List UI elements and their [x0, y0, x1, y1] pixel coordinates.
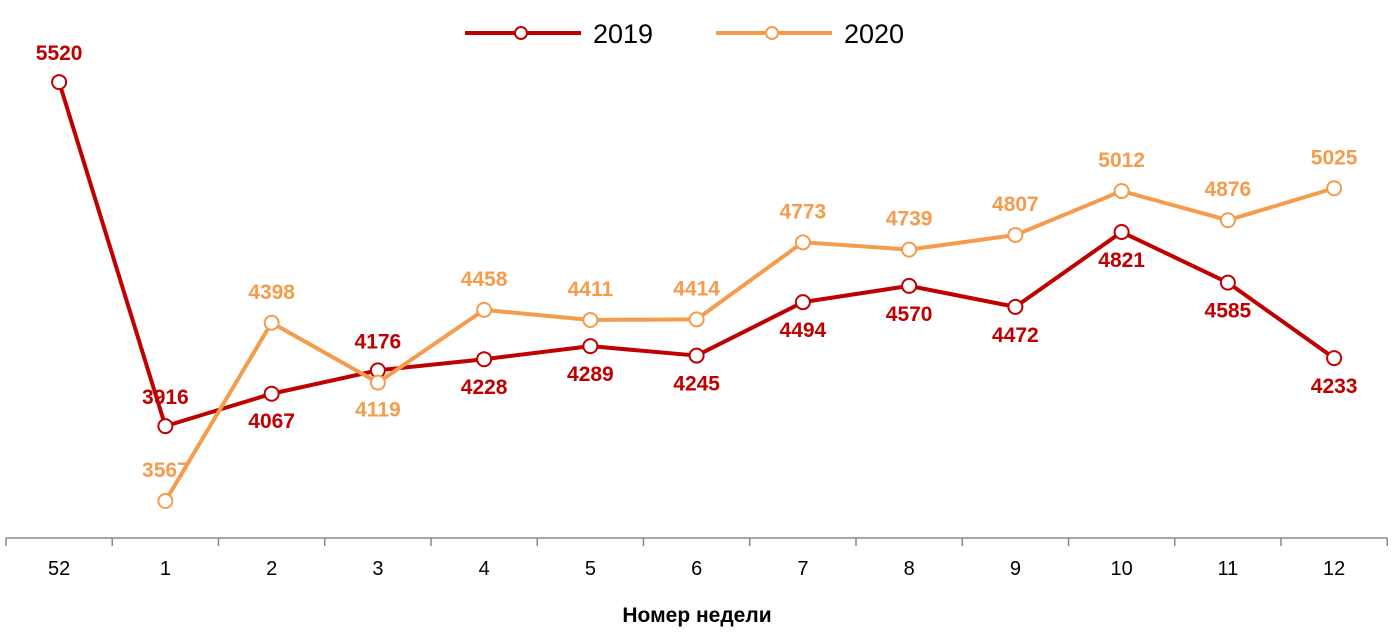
data-label: 4458	[461, 268, 508, 291]
x-tick-label: 8	[904, 558, 915, 580]
data-label: 4233	[1311, 375, 1358, 398]
data-point	[1219, 212, 1236, 229]
legend-item-2019: 2019	[465, 19, 653, 49]
data-point	[901, 241, 918, 258]
data-label: 4411	[568, 278, 614, 301]
data-point	[369, 374, 386, 391]
data-label: 5520	[36, 42, 83, 65]
data-point	[1007, 298, 1024, 315]
data-point	[476, 301, 493, 318]
data-point	[51, 74, 68, 91]
x-tick-label: 5	[585, 558, 596, 580]
data-label: 4289	[567, 363, 614, 386]
x-tick-label: 6	[691, 558, 702, 580]
data-label: 3916	[142, 386, 189, 409]
data-point	[263, 314, 280, 331]
x-tick-label: 4	[479, 558, 490, 580]
series-line	[163, 186, 1335, 503]
data-label: 4245	[673, 373, 720, 396]
data-point	[263, 385, 280, 402]
x-tick-label: 11	[1217, 558, 1238, 580]
data-label: 5012	[1098, 149, 1145, 172]
data-label: 4398	[248, 281, 295, 304]
data-label: 4773	[780, 200, 827, 223]
data-point	[1326, 350, 1343, 367]
x-tick-label: 12	[1323, 558, 1345, 580]
data-point	[688, 311, 705, 328]
legend-item-2020: 2020	[716, 19, 904, 49]
data-label: 5025	[1311, 146, 1358, 169]
data-point	[1113, 183, 1130, 200]
data-point	[794, 294, 811, 311]
data-point	[1007, 227, 1024, 244]
data-point	[157, 418, 174, 435]
data-label: 4472	[992, 324, 1039, 347]
data-label: 4876	[1205, 178, 1252, 201]
x-tick-label: 9	[1010, 558, 1021, 580]
series-2019: 5520 3916 4067 4176 4228 4289 4245 4494 4570 4472…	[36, 42, 1358, 435]
x-tick-label: 10	[1111, 558, 1133, 580]
data-point	[901, 277, 918, 294]
data-point	[1219, 274, 1236, 291]
data-label: 4585	[1205, 300, 1252, 323]
data-label: 4807	[992, 193, 1039, 216]
x-axis: 52 1 2 3 4 5 6 7 8 9 10 11 12	[5, 537, 1388, 580]
data-label: 4494	[780, 319, 827, 342]
legend: 2019 2020	[465, 19, 904, 49]
data-label: 4821	[1098, 249, 1145, 272]
data-point	[794, 234, 811, 251]
data-point	[582, 311, 599, 328]
data-point	[688, 347, 705, 364]
data-label: 3567	[142, 459, 189, 482]
x-tick-label: 52	[48, 558, 70, 580]
data-label: 4414	[673, 277, 720, 300]
x-tick-label: 2	[266, 558, 277, 580]
x-axis-label: Номер недели	[622, 604, 771, 627]
data-label: 4228	[461, 376, 508, 399]
data-point	[157, 493, 174, 509]
x-tick-label: 3	[372, 558, 383, 580]
legend-marker	[514, 26, 528, 40]
data-point	[476, 351, 493, 368]
x-tick-label: 1	[160, 558, 171, 580]
data-label: 4119	[355, 399, 401, 422]
data-label: 4739	[886, 208, 933, 231]
legend-label: 2019	[593, 19, 653, 49]
series-group: 5520 3916 4067 4176 4228 4289 4245 4494 4570 4472…	[36, 42, 1358, 509]
data-label: 4176	[355, 330, 402, 353]
data-label: 4067	[248, 410, 295, 433]
data-point	[1113, 224, 1130, 241]
series-2020: 3567 4398 4119 4458 4411 4414 4773 4739 4807 5012…	[142, 146, 1358, 509]
legend-label: 2020	[844, 19, 904, 49]
x-tick-label: 7	[797, 558, 808, 580]
legend-marker	[765, 26, 779, 40]
data-label: 4570	[886, 303, 933, 326]
data-point	[1326, 180, 1343, 197]
data-point	[582, 338, 599, 355]
